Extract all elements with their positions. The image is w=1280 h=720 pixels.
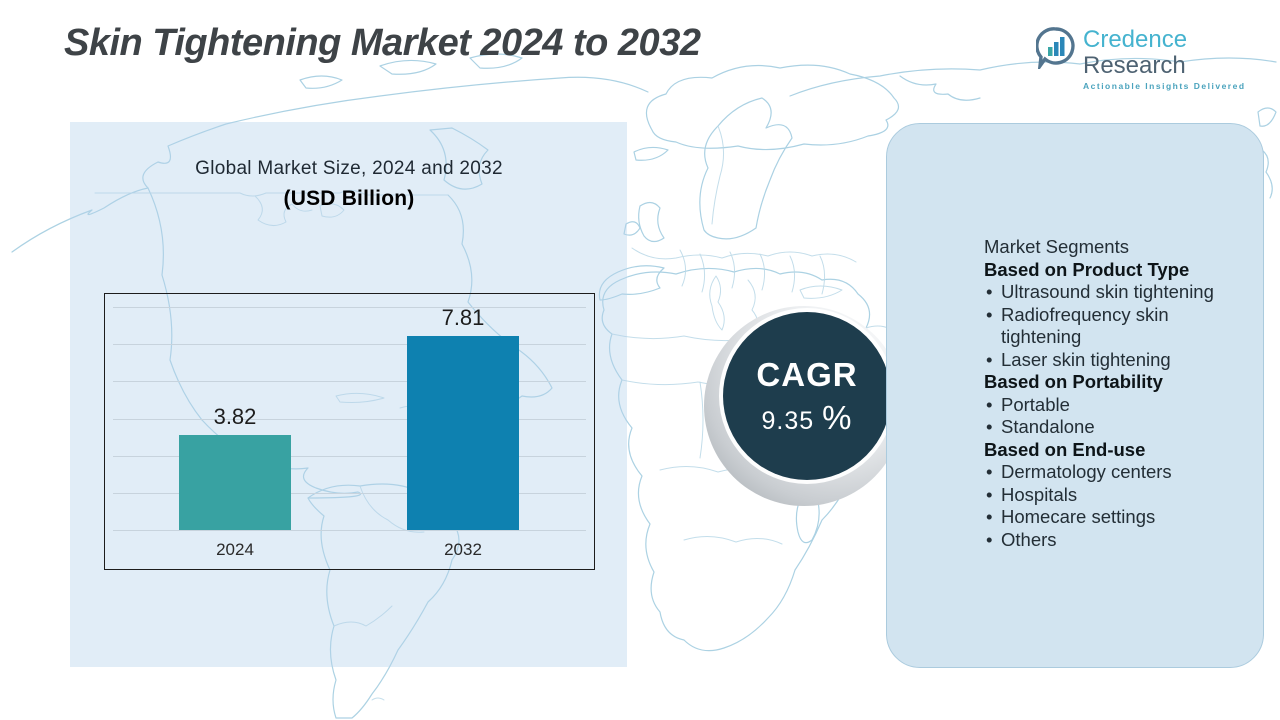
chart-title-line1: Global Market Size, 2024 and 2032 [195,158,503,179]
segment-item: Radiofrequency skin tightening [984,304,1236,349]
bar-value-label: 7.81 [441,305,485,331]
bar-2032 [407,336,519,530]
page-title: Skin Tightening Market 2024 to 2032 [64,22,701,64]
segment-item: Portable [984,394,1236,417]
market-segments-content: Market Segments Based on Product TypeUlt… [984,236,1236,551]
chart-title: Global Market Size, 2024 and 2032 (USD B… [104,158,594,211]
cagr-label: CAGR [756,355,858,393]
cagr-badge: CAGR 9.35 % [723,312,891,480]
chart-gridline [113,381,586,383]
segment-item: Laser skin tightening [984,349,1236,372]
bar-chart-plot: 3.82 2024 7.81 2032 [105,294,594,569]
bar-chart-bubble-icon [1035,27,1076,74]
segments-groups: Based on Product TypeUltrasound skin tig… [984,259,1236,552]
chart-panel-background [70,122,627,667]
brand-name-primary: Credence [1083,26,1188,53]
bar-category-label: 2032 [444,540,482,559]
brand-name: Credence Research [1083,27,1280,79]
market-segments-panel: Market Segments Based on Product TypeUlt… [886,123,1264,668]
market-segments-heading: Market Segments [984,236,1129,257]
cagr-value-number: 9.35 [761,406,815,435]
chart-gridline [113,418,586,420]
segment-group-title: Based on Portability [984,371,1163,392]
chart-gridline [113,344,586,346]
bar-value-label: 3.82 [213,404,257,430]
bar-category-label: 2024 [216,540,254,559]
segment-item: Ultrasound skin tightening [984,281,1236,304]
chart-gridline [113,455,586,457]
bar-chart: 3.82 2024 7.81 2032 [104,293,595,570]
cagr-percent-symbol: % [822,398,853,436]
segment-list: Ultrasound skin tighteningRadiofrequency… [984,281,1236,371]
chart-gridline [113,307,586,308]
bar-2024 [179,435,291,530]
brand-logo: Credence Research Actionable Insights De… [1035,27,1280,92]
brand-text: Credence Research Actionable Insights De… [1083,27,1280,92]
segment-list: PortableStandalone [984,394,1236,439]
brand-tagline: Actionable Insights Delivered [1083,81,1246,91]
segment-group-title: Based on End-use [984,438,1146,460]
segment-item: Homecare settings [984,506,1236,529]
cagr-value: 9.35 % [762,399,853,437]
chart-gridline [113,492,586,494]
chart-gridline [113,530,586,531]
segment-item: Standalone [984,416,1236,439]
segment-item: Hospitals [984,484,1236,507]
brand-name-secondary: Research [1083,52,1186,79]
segment-list: Dermatology centersHospitalsHomecare set… [984,461,1236,551]
segment-item: Others [984,529,1236,552]
segment-item: Dermatology centers [984,461,1236,484]
chart-title-line2: (USD Billion) [283,187,415,210]
segment-group-title: Based on Product Type [984,258,1190,280]
